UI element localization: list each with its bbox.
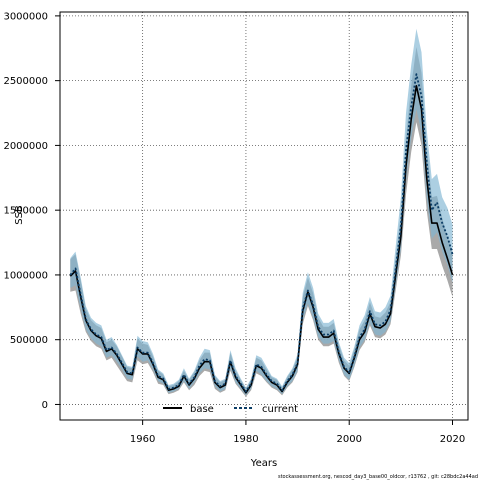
current-confidence-band xyxy=(70,28,453,396)
y-tick-label: 2500000 xyxy=(3,76,48,87)
x-tick-label: 2000 xyxy=(336,434,361,445)
legend-current-label: current xyxy=(262,404,298,415)
y-tick-label: 1500000 xyxy=(3,206,48,217)
y-tick-label: 0 xyxy=(42,400,48,411)
confidence-bands xyxy=(70,28,453,397)
y-axis: 0 500000 1000000 1500000 2000000 2500000 30000… xyxy=(3,11,60,411)
footnote: stockassessment.org, nescod_day3_base00_… xyxy=(278,474,478,480)
x-axis-title: Years xyxy=(250,458,277,469)
series-lines xyxy=(69,73,454,394)
y-tick-label: 1000000 xyxy=(3,270,48,281)
plot-frame xyxy=(59,11,469,421)
current-line xyxy=(69,73,454,393)
x-tick-label: 1980 xyxy=(233,434,258,445)
y-tick-label: 2000000 xyxy=(3,141,48,152)
y-tick-label: 3000000 xyxy=(3,11,48,22)
base-confidence-band xyxy=(70,47,453,397)
legend: base current xyxy=(163,404,298,415)
y-axis-title: SSB xyxy=(14,205,25,225)
x-tick-label: 2020 xyxy=(440,434,465,445)
legend-base-label: base xyxy=(190,404,214,415)
x-axis: 1960 1980 2000 2020 xyxy=(130,420,465,445)
x-tick-label: 1960 xyxy=(130,434,155,445)
base-line xyxy=(69,85,454,394)
y-tick-label: 500000 xyxy=(10,335,48,346)
